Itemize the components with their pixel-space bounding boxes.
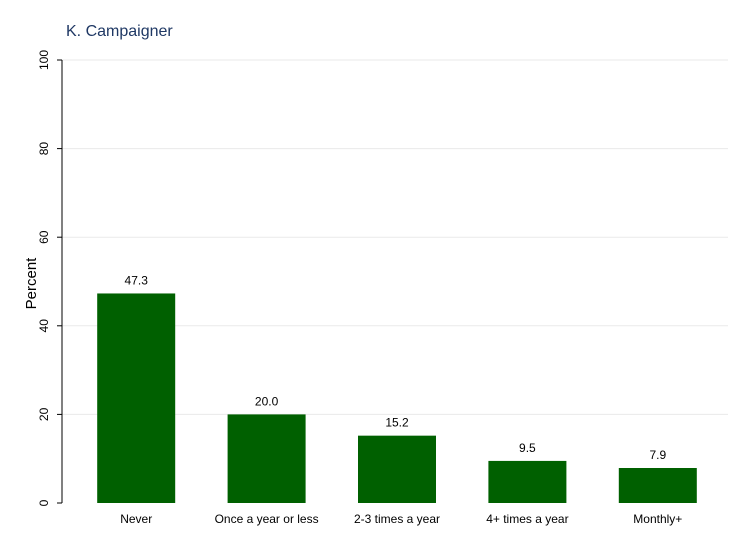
bar-value-label: 47.3 bbox=[125, 273, 149, 287]
y-tick-label: 80 bbox=[37, 142, 51, 156]
bar bbox=[97, 293, 176, 503]
bar-value-label: 20.0 bbox=[255, 394, 279, 408]
bar bbox=[618, 468, 697, 503]
x-tick-label: Once a year or less bbox=[215, 512, 319, 526]
chart-title: K. Campaigner bbox=[66, 23, 173, 40]
x-tick-label: Monthly+ bbox=[633, 512, 682, 526]
y-tick-label: 40 bbox=[37, 319, 51, 333]
bar bbox=[488, 460, 567, 503]
data-labels: 47.3 20.0 15.2 9.5 7.9 bbox=[125, 273, 667, 462]
bars bbox=[97, 293, 697, 503]
x-axis-ticks: Never Once a year or less 2-3 times a year… bbox=[120, 512, 682, 526]
bar-value-label: 9.5 bbox=[519, 441, 536, 455]
x-tick-label: 4+ times a year bbox=[486, 512, 568, 526]
x-tick-label: Never bbox=[120, 512, 152, 526]
bar bbox=[227, 414, 306, 503]
y-axis-label: Percent bbox=[23, 257, 40, 310]
bar-value-label: 7.9 bbox=[649, 448, 666, 462]
bar bbox=[358, 435, 436, 503]
y-axis-ticks: 0 20 40 60 80 100 bbox=[37, 50, 62, 506]
y-tick-label: 20 bbox=[37, 407, 51, 421]
y-tick-label: 0 bbox=[37, 499, 51, 506]
y-tick-label: 100 bbox=[37, 50, 51, 70]
x-tick-label: 2-3 times a year bbox=[354, 512, 440, 526]
y-tick-label: 60 bbox=[37, 230, 51, 244]
bar-value-label: 15.2 bbox=[385, 416, 409, 430]
